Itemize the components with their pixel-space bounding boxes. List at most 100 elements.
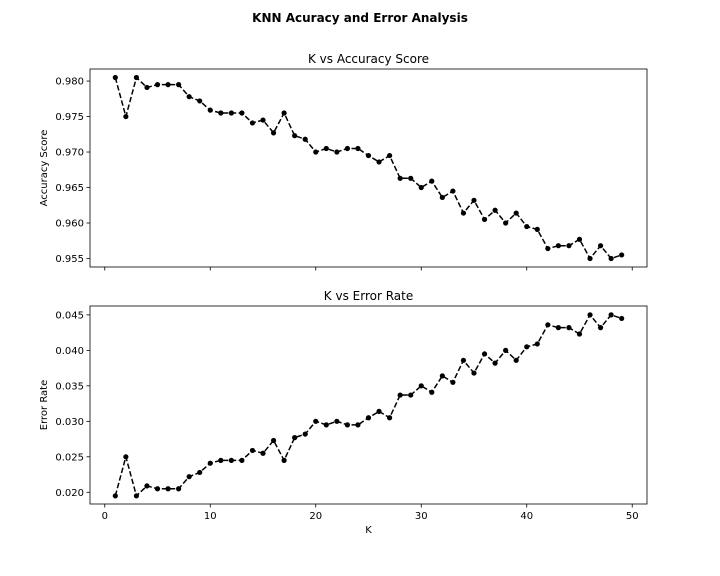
error-rate-data-point [619, 315, 625, 322]
error-rate-data-point [197, 469, 203, 476]
error-rate-data-point [492, 360, 498, 366]
accuracy-data-point [492, 207, 498, 213]
error-rate-x-tick-label: 10 [204, 511, 217, 522]
error-rate-x-axis-label: K [365, 525, 372, 536]
error-rate-data-point [323, 422, 329, 428]
error-rate-y-tick-label: 0.020 [55, 488, 84, 499]
accuracy-data-point [281, 110, 287, 116]
error-rate-data-point [133, 493, 140, 499]
error-rate-data-point [408, 392, 414, 398]
error-rate-data-point [270, 437, 277, 444]
error-rate-data-point [439, 373, 445, 379]
error-rate-data-point [123, 454, 129, 460]
error-rate-data-point [207, 460, 213, 466]
accuracy-data-point [376, 159, 382, 165]
accuracy-data-point [228, 110, 234, 116]
accuracy-data-point [524, 223, 530, 230]
error-rate-x-tick-label: 20 [309, 511, 322, 522]
accuracy-data-point [450, 188, 456, 194]
error-rate-y-tick-label: 0.035 [55, 381, 84, 392]
error-rate-data-point [218, 457, 224, 463]
accuracy-data-point [545, 245, 551, 252]
accuracy-data-point [608, 255, 614, 262]
error-rate-y-axis-label: Error Rate [39, 380, 50, 430]
accuracy-data-point [292, 133, 298, 139]
accuracy-data-point [344, 145, 351, 152]
error-rate-data-point [334, 418, 340, 424]
accuracy-data-point [418, 184, 424, 191]
accuracy-subplot: K vs Accuracy Score Accuracy Score 0.955… [39, 52, 648, 271]
error-rate-data-point [429, 389, 435, 395]
accuracy-y-tick-label: 0.975 [55, 112, 84, 123]
error-rate-data-point [503, 347, 509, 353]
accuracy-subplot-title: K vs Accuracy Score [308, 52, 429, 66]
error-rate-data-point [154, 486, 161, 492]
error-rate-data-point [545, 322, 551, 328]
error-rate-data-point [376, 408, 382, 414]
accuracy-data-point [597, 243, 604, 249]
accuracy-data-point [460, 210, 467, 216]
accuracy-data-point [270, 130, 277, 136]
error-rate-data-point [260, 450, 266, 456]
figure-suptitle: KNN Acuracy and Error Analysis [252, 11, 468, 25]
error-rate-data-point [566, 325, 572, 331]
accuracy-data-point [154, 82, 161, 88]
error-rate-data-point [176, 486, 182, 492]
accuracy-axes-frame [89, 68, 648, 268]
error-rate-data-point [292, 435, 298, 441]
error-rate-data-point [555, 325, 561, 331]
error-rate-x-tick-label: 40 [520, 511, 533, 522]
accuracy-data-point [218, 110, 224, 116]
accuracy-y-axis-label: Accuracy Score [39, 130, 50, 207]
error-rate-data-point [524, 344, 530, 350]
accuracy-data-point [365, 152, 372, 159]
accuracy-data-point [534, 226, 540, 232]
accuracy-data-point [408, 175, 414, 181]
error-rate-data-point [186, 474, 192, 480]
error-rate-x-tick-label: 30 [415, 511, 428, 522]
error-rate-data-point [344, 422, 351, 428]
error-rate-series-line [114, 313, 622, 498]
accuracy-data-point [144, 84, 150, 91]
error-rate-data-point [228, 457, 234, 463]
accuracy-data-point [165, 82, 171, 88]
accuracy-data-point [302, 136, 308, 142]
accuracy-data-point [397, 175, 403, 181]
accuracy-y-tick-label: 0.980 [55, 77, 84, 88]
accuracy-data-point [207, 107, 213, 113]
error-rate-data-point [112, 493, 118, 499]
error-rate-subplot: K vs Error Rate Error Rate K 0 10 20 30 40 50… [39, 289, 648, 536]
accuracy-data-point [133, 74, 140, 81]
accuracy-data-point [260, 117, 266, 123]
accuracy-data-point [429, 178, 435, 184]
error-rate-data-point [418, 383, 424, 389]
accuracy-data-point [513, 210, 519, 216]
accuracy-data-point [471, 197, 477, 203]
accuracy-data-point [323, 145, 329, 152]
error-rate-data-point [165, 486, 171, 492]
error-rate-data-point [355, 422, 361, 428]
accuracy-data-point [112, 74, 118, 81]
accuracy-data-point [239, 110, 245, 116]
accuracy-data-point [123, 113, 129, 120]
accuracy-data-point [197, 98, 203, 104]
error-rate-y-tick-label: 0.030 [55, 417, 84, 428]
accuracy-data-point [576, 236, 583, 242]
error-rate-data-point [313, 418, 319, 424]
accuracy-data-point [439, 194, 445, 201]
accuracy-y-tick-label: 0.960 [55, 219, 84, 230]
error-rate-x-tick-label: 0 [102, 511, 108, 522]
error-rate-y-tick-label: 0.040 [55, 346, 84, 357]
error-rate-data-point [587, 312, 593, 318]
error-rate-data-point [471, 370, 477, 376]
accuracy-data-point [355, 145, 361, 152]
error-rate-data-point [534, 341, 540, 347]
accuracy-data-point [176, 82, 182, 88]
accuracy-data-point [313, 149, 319, 155]
accuracy-series-line [114, 76, 622, 260]
error-rate-data-point [302, 431, 308, 437]
error-rate-data-point [365, 415, 372, 421]
error-rate-data-point [450, 379, 456, 385]
error-rate-data-point [397, 392, 403, 398]
